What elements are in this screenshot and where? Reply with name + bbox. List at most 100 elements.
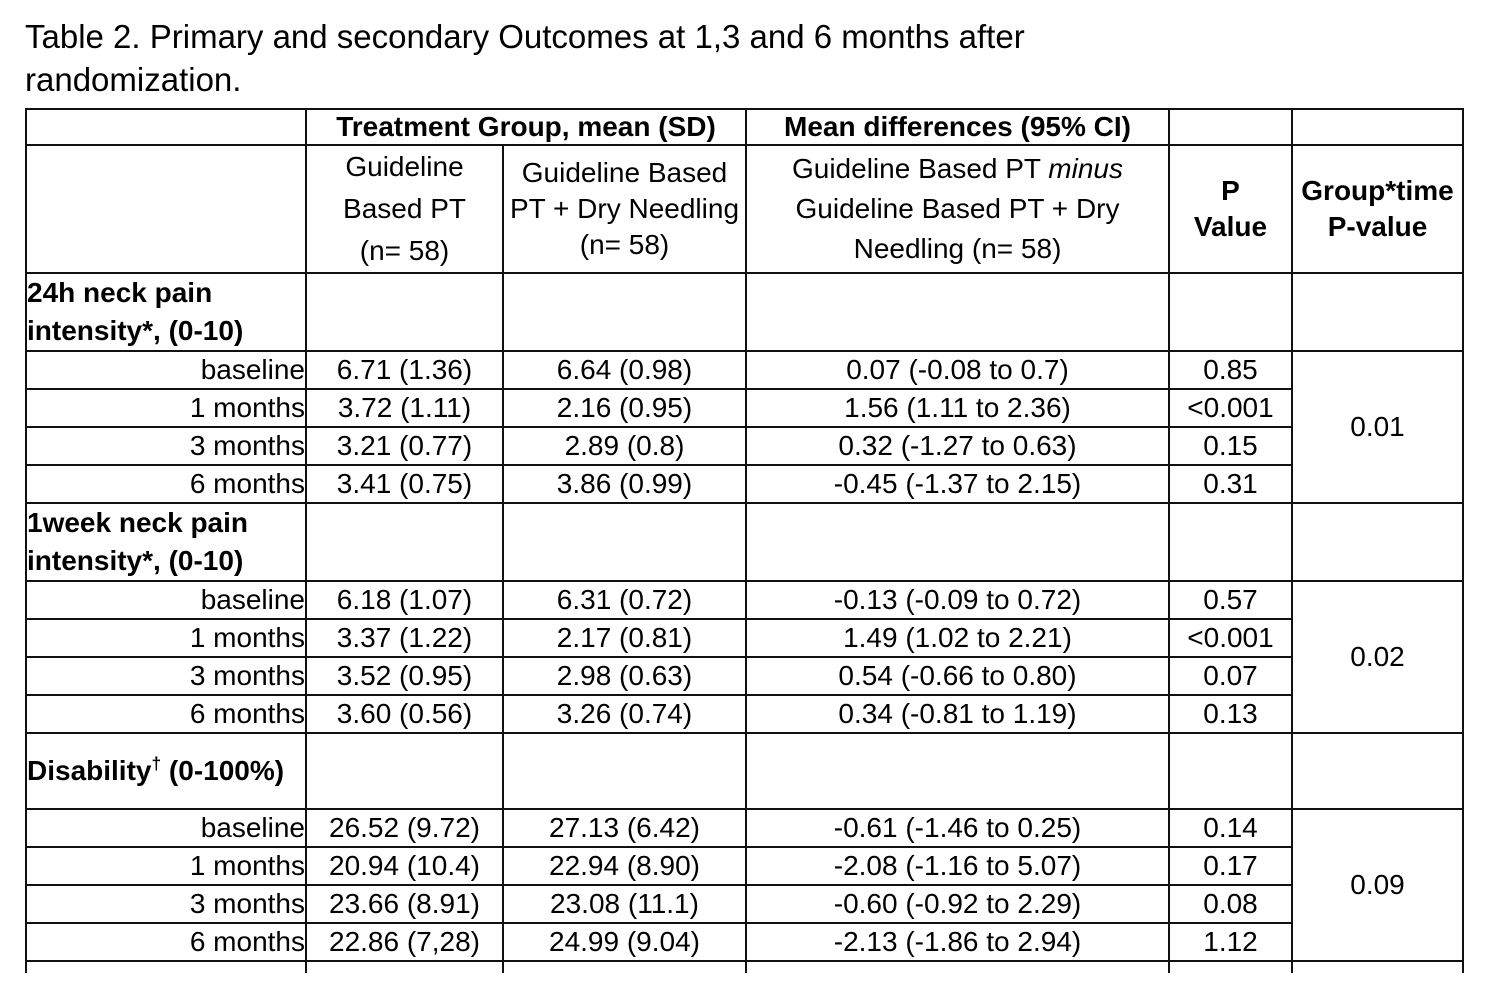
group2-value: 2.17 (0.81) <box>502 617 747 658</box>
group2-header-line: (n= 58) <box>579 228 670 260</box>
p-value: 0.57 <box>1168 579 1293 620</box>
row-label: 1 months <box>25 617 307 658</box>
mean-difference-value: -0.61 (-1.46 to 0.25) <box>745 807 1170 848</box>
group1-value: 3.41 (0.75) <box>305 463 504 504</box>
group1-header: Guideline Based PT (n= 58) <box>305 143 504 274</box>
row-label: baseline <box>25 579 307 620</box>
mean-difference-value: -0.13 (-0.09 to 0.72) <box>745 579 1170 620</box>
group1-value: 23.66 (8.91) <box>305 883 504 924</box>
p-value: 0.31 <box>1168 463 1293 504</box>
diff-header: Guideline Based PT minus Guideline Based… <box>745 143 1170 274</box>
group-time-p-value: 0.09 <box>1291 807 1464 962</box>
section-label: 24h neck pain intensity*, (0-10) <box>25 271 307 352</box>
p-value: 0.17 <box>1168 845 1293 886</box>
group2-value: 2.16 (0.95) <box>502 387 747 428</box>
group1-value: 3.72 (1.11) <box>305 387 504 428</box>
data-row: 1 months 3.72 (1.11) 2.16 (0.95) 1.56 (1… <box>25 387 1463 428</box>
group1-value: 3.52 (0.95) <box>305 655 504 696</box>
row-label: 1 months <box>25 845 307 886</box>
data-row: 1 months 20.94 (10.4) 22.94 (8.90) -2.08… <box>25 845 1463 886</box>
group2-header: Guideline Based PT + Dry Needling (n= 58… <box>502 143 747 274</box>
p-value: <0.001 <box>1168 387 1293 428</box>
data-row: 3 months 3.21 (0.77) 2.89 (0.8) 0.32 (-1… <box>25 425 1463 466</box>
group1-value: 3.21 (0.77) <box>305 425 504 466</box>
group1-value: 22.86 (7,28) <box>305 921 504 962</box>
header-spacer-cell <box>1291 107 1464 146</box>
data-row: baseline 26.52 (9.72) 27.13 (6.42) -0.61… <box>25 807 1464 962</box>
group1-value: 3.60 (0.56) <box>305 693 504 734</box>
mean-difference-value: -2.13 (-1.86 to 2.94) <box>745 921 1170 962</box>
mean-difference-value: 1.56 (1.11 to 2.36) <box>745 387 1170 428</box>
row-label: baseline <box>25 349 307 390</box>
p-value: 0.85 <box>1168 349 1293 390</box>
group-time-p-value: 0.02 <box>1291 579 1464 734</box>
group2-value: 2.98 (0.63) <box>502 655 747 696</box>
group-time-header: Group*time P-value <box>1291 143 1464 274</box>
mean-difference-value: 0.34 (-0.81 to 1.19) <box>745 693 1170 734</box>
group2-header-line: PT + Dry Needling <box>509 192 740 224</box>
group2-value: 2.89 (0.8) <box>502 425 747 466</box>
diff-header-line: Needling (n= 58) <box>853 232 1062 264</box>
group2-header-line: Guideline Based <box>521 156 728 188</box>
data-row: 3 months 3.52 (0.95) 2.98 (0.63) 0.54 (-… <box>25 655 1463 696</box>
group1-value: 20.94 (10.4) <box>305 845 504 886</box>
group1-header-line: Based PT <box>343 192 466 224</box>
p-value: 1.12 <box>1168 921 1293 962</box>
data-row: baseline 6.71 (1.36) 6.64 (0.98) 0.07 (-… <box>25 349 1464 504</box>
mean-difference-value: 1.49 (1.02 to 2.21) <box>745 617 1170 658</box>
p-value: 0.15 <box>1168 425 1293 466</box>
row-label: 3 months <box>25 425 307 466</box>
section-header-row: Disability† (0-100%) <box>25 731 1464 810</box>
group1-header-line: Guideline <box>345 150 464 182</box>
group2-value: 23.08 (11.1) <box>502 883 747 924</box>
mean-differences-header: Mean differences (95% CI) <box>745 107 1170 146</box>
data-row: 6 months 3.41 (0.75) 3.86 (0.99) -0.45 (… <box>25 463 1463 504</box>
group1-header-line: (n= 58) <box>359 234 450 266</box>
mean-difference-value: 0.32 (-1.27 to 0.63) <box>745 425 1170 466</box>
header-spacer-cell <box>25 143 307 274</box>
group1-value: 6.18 (1.07) <box>305 579 504 620</box>
p-value: 0.14 <box>1168 807 1293 848</box>
row-label: 6 months <box>25 463 307 504</box>
mean-difference-value: -2.08 (-1.16 to 5.07) <box>745 845 1170 886</box>
p-value: 0.07 <box>1168 655 1293 696</box>
group2-value: 6.64 (0.98) <box>502 349 747 390</box>
partial-row <box>25 959 1464 973</box>
header-spacer-cell <box>1168 107 1293 146</box>
group2-value: 6.31 (0.72) <box>502 579 747 620</box>
header-spacer-cell <box>25 107 307 146</box>
group-time-p-value: 0.01 <box>1291 349 1464 504</box>
section-label-sup: † <box>151 753 162 774</box>
row-label: 6 months <box>25 921 307 962</box>
mean-difference-value: 0.54 (-0.66 to 0.80) <box>745 655 1170 696</box>
mean-difference-value: 0.07 (-0.08 to 0.7) <box>745 349 1170 390</box>
p-value: 0.13 <box>1168 693 1293 734</box>
treatment-group-header: Treatment Group, mean (SD) <box>305 107 747 146</box>
row-label: 3 months <box>25 655 307 696</box>
row-label: 6 months <box>25 693 307 734</box>
data-row: 6 months 22.86 (7,28) 24.99 (9.04) -2.13… <box>25 921 1463 962</box>
section-label: Disability† (0-100%) <box>25 731 307 810</box>
group2-value: 3.86 (0.99) <box>502 463 747 504</box>
mean-difference-value: -0.60 (-0.92 to 2.29) <box>745 883 1170 924</box>
group1-value: 6.71 (1.36) <box>305 349 504 390</box>
group2-value: 22.94 (8.90) <box>502 845 747 886</box>
data-row: 6 months 3.60 (0.56) 3.26 (0.74) 0.34 (-… <box>25 693 1463 734</box>
data-row: baseline 6.18 (1.07) 6.31 (0.72) -0.13 (… <box>25 579 1464 734</box>
group1-value: 26.52 (9.72) <box>305 807 504 848</box>
section-label: 1week neck pain intensity*, (0-10) <box>25 501 307 582</box>
p-value-header: P Value <box>1168 143 1293 274</box>
diff-header-line: Guideline Based PT + Dry <box>795 192 1120 224</box>
section-header-row: 1week neck pain intensity*, (0-10) <box>25 501 1464 582</box>
data-row: 3 months 23.66 (8.91) 23.08 (11.1) -0.60… <box>25 883 1463 924</box>
header-row-1: Treatment Group, mean (SD) Mean differen… <box>25 107 1464 146</box>
data-row: 1 months 3.37 (1.22) 2.17 (0.81) 1.49 (1… <box>25 617 1463 658</box>
header-row-2: Guideline Based PT (n= 58) Guideline Bas… <box>25 143 1464 274</box>
mean-difference-value: -0.45 (-1.37 to 2.15) <box>745 463 1170 504</box>
row-label: 1 months <box>25 387 307 428</box>
outcomes-table: Treatment Group, mean (SD) Mean differen… <box>25 107 1464 973</box>
diff-header-line: Guideline Based PT minus <box>791 152 1123 184</box>
minus-italic: minus <box>1048 152 1123 184</box>
row-label: 3 months <box>25 883 307 924</box>
